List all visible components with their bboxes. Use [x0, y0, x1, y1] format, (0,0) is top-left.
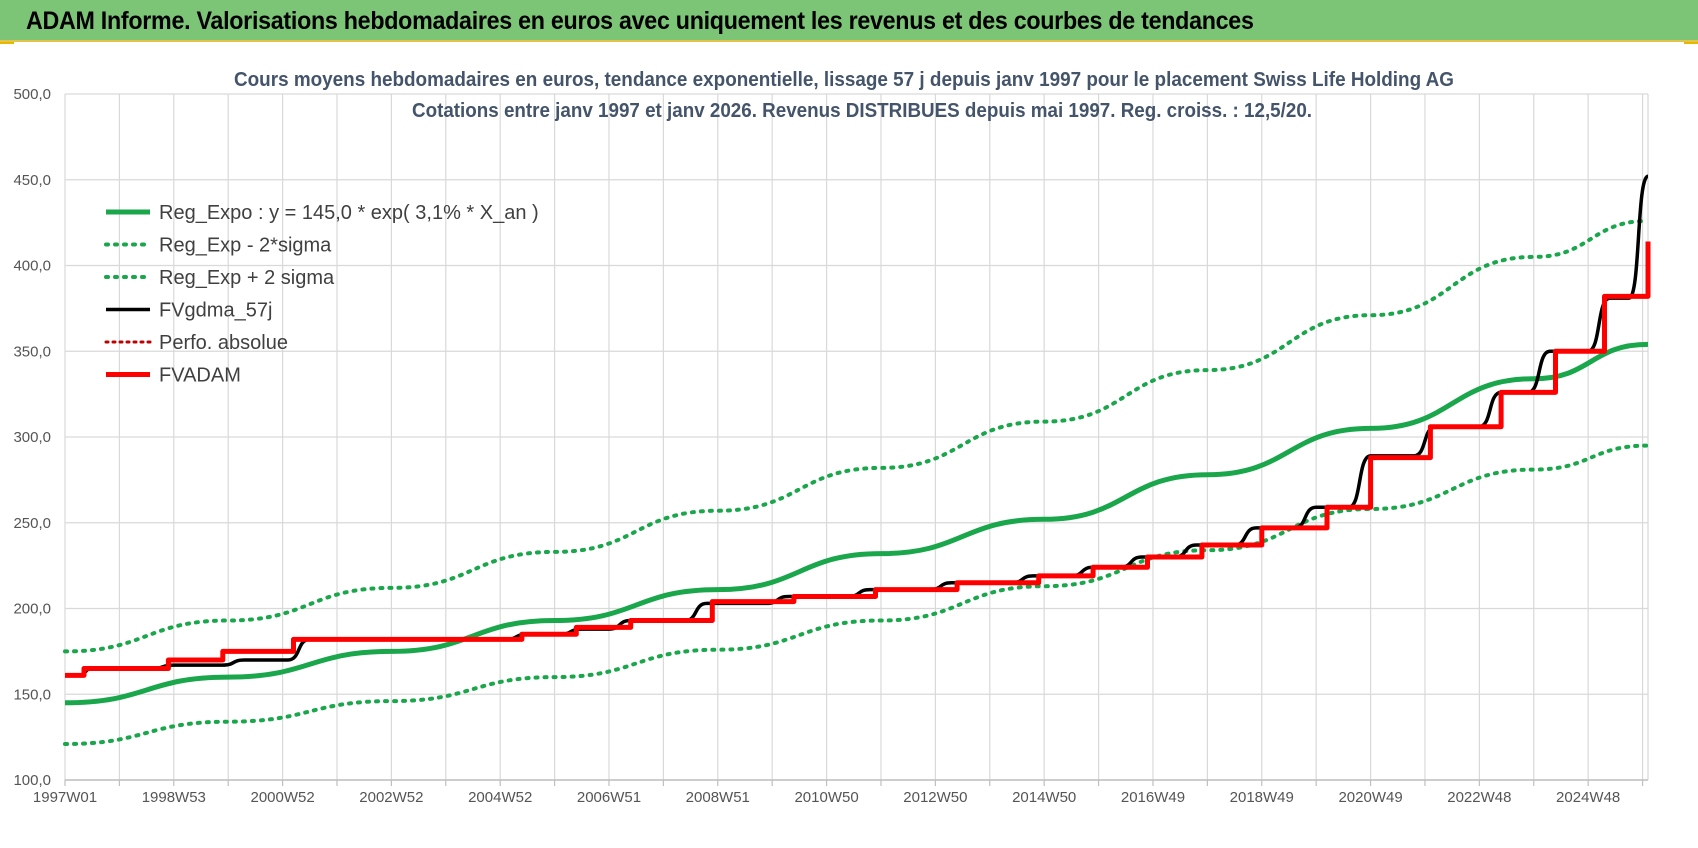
x-tick-label: 2008W51 — [686, 789, 750, 806]
x-tick-label: 2020W49 — [1338, 789, 1402, 806]
chart: 100,0 150,0 200,0 250,0 300,0 350,0 400,0 450,0… — [0, 44, 1698, 848]
x-tick-label: 1998W53 — [142, 789, 206, 806]
y-tick-label: 300,0 — [13, 429, 51, 446]
y-tick-label: 400,0 — [13, 258, 51, 275]
x-tick-label: 1997W01 — [33, 789, 97, 806]
x-tick-label: 2010W50 — [794, 789, 858, 806]
x-tick-label: 2018W49 — [1230, 789, 1294, 806]
series-line-2 — [63, 218, 1650, 654]
chart-title-line-1: Cours moyens hebdomadaires en euros, ten… — [234, 69, 1454, 91]
x-tick-label: 2000W52 — [250, 789, 314, 806]
x-tick-label: 2004W52 — [468, 789, 532, 806]
y-tick-label: 200,0 — [13, 601, 51, 618]
x-tick-label: 2024W48 — [1556, 789, 1620, 806]
series-line-0 — [64, 341, 1649, 706]
y-tick-label: 500,0 — [13, 86, 51, 103]
legend-label-5: FVADAM — [159, 365, 241, 387]
x-tick-label: 2022W48 — [1447, 789, 1511, 806]
chart-background — [0, 44, 1698, 848]
y-tick-label: 250,0 — [13, 515, 51, 532]
x-tick-label: 2012W50 — [903, 789, 967, 806]
x-tick-label: 2002W52 — [359, 789, 423, 806]
page-banner: ADAM Informe. Valorisations hebdomadaire… — [0, 0, 1698, 42]
x-tick-label: 2006W51 — [577, 789, 641, 806]
axis-layer: 100,0 150,0 200,0 250,0 300,0 350,0 400,0 450,0… — [13, 86, 1648, 806]
y-tick-label: 150,0 — [13, 686, 51, 703]
y-tick-label: 350,0 — [13, 343, 51, 360]
chart-title-line-2: Cotations entre janv 1997 et janv 2026. … — [412, 100, 1312, 122]
legend: Reg_Expo : y = 145,0 * exp( 3,1% * X_an … — [104, 202, 539, 387]
legend-label-0: Reg_Expo : y = 145,0 * exp( 3,1% * X_an … — [159, 202, 539, 224]
x-tick-label: 2014W50 — [1012, 789, 1076, 806]
y-tick-label: 450,0 — [13, 172, 51, 189]
series-layer — [63, 174, 1651, 746]
legend-label-3: FVgdma_57j — [159, 300, 272, 322]
banner-title: ADAM Informe. Valorisations hebdomadaire… — [26, 7, 1254, 35]
legend-label-1: Reg_Exp - 2*sigma — [159, 235, 332, 257]
legend-label-4: Perfo. absolue — [159, 332, 288, 354]
y-tick-label: 100,0 — [13, 772, 51, 789]
x-tick-label: 2016W49 — [1121, 789, 1185, 806]
series-line-1 — [63, 443, 1650, 746]
series-line-5 — [65, 241, 1651, 678]
legend-label-2: Reg_Exp + 2 sigma — [159, 267, 335, 289]
